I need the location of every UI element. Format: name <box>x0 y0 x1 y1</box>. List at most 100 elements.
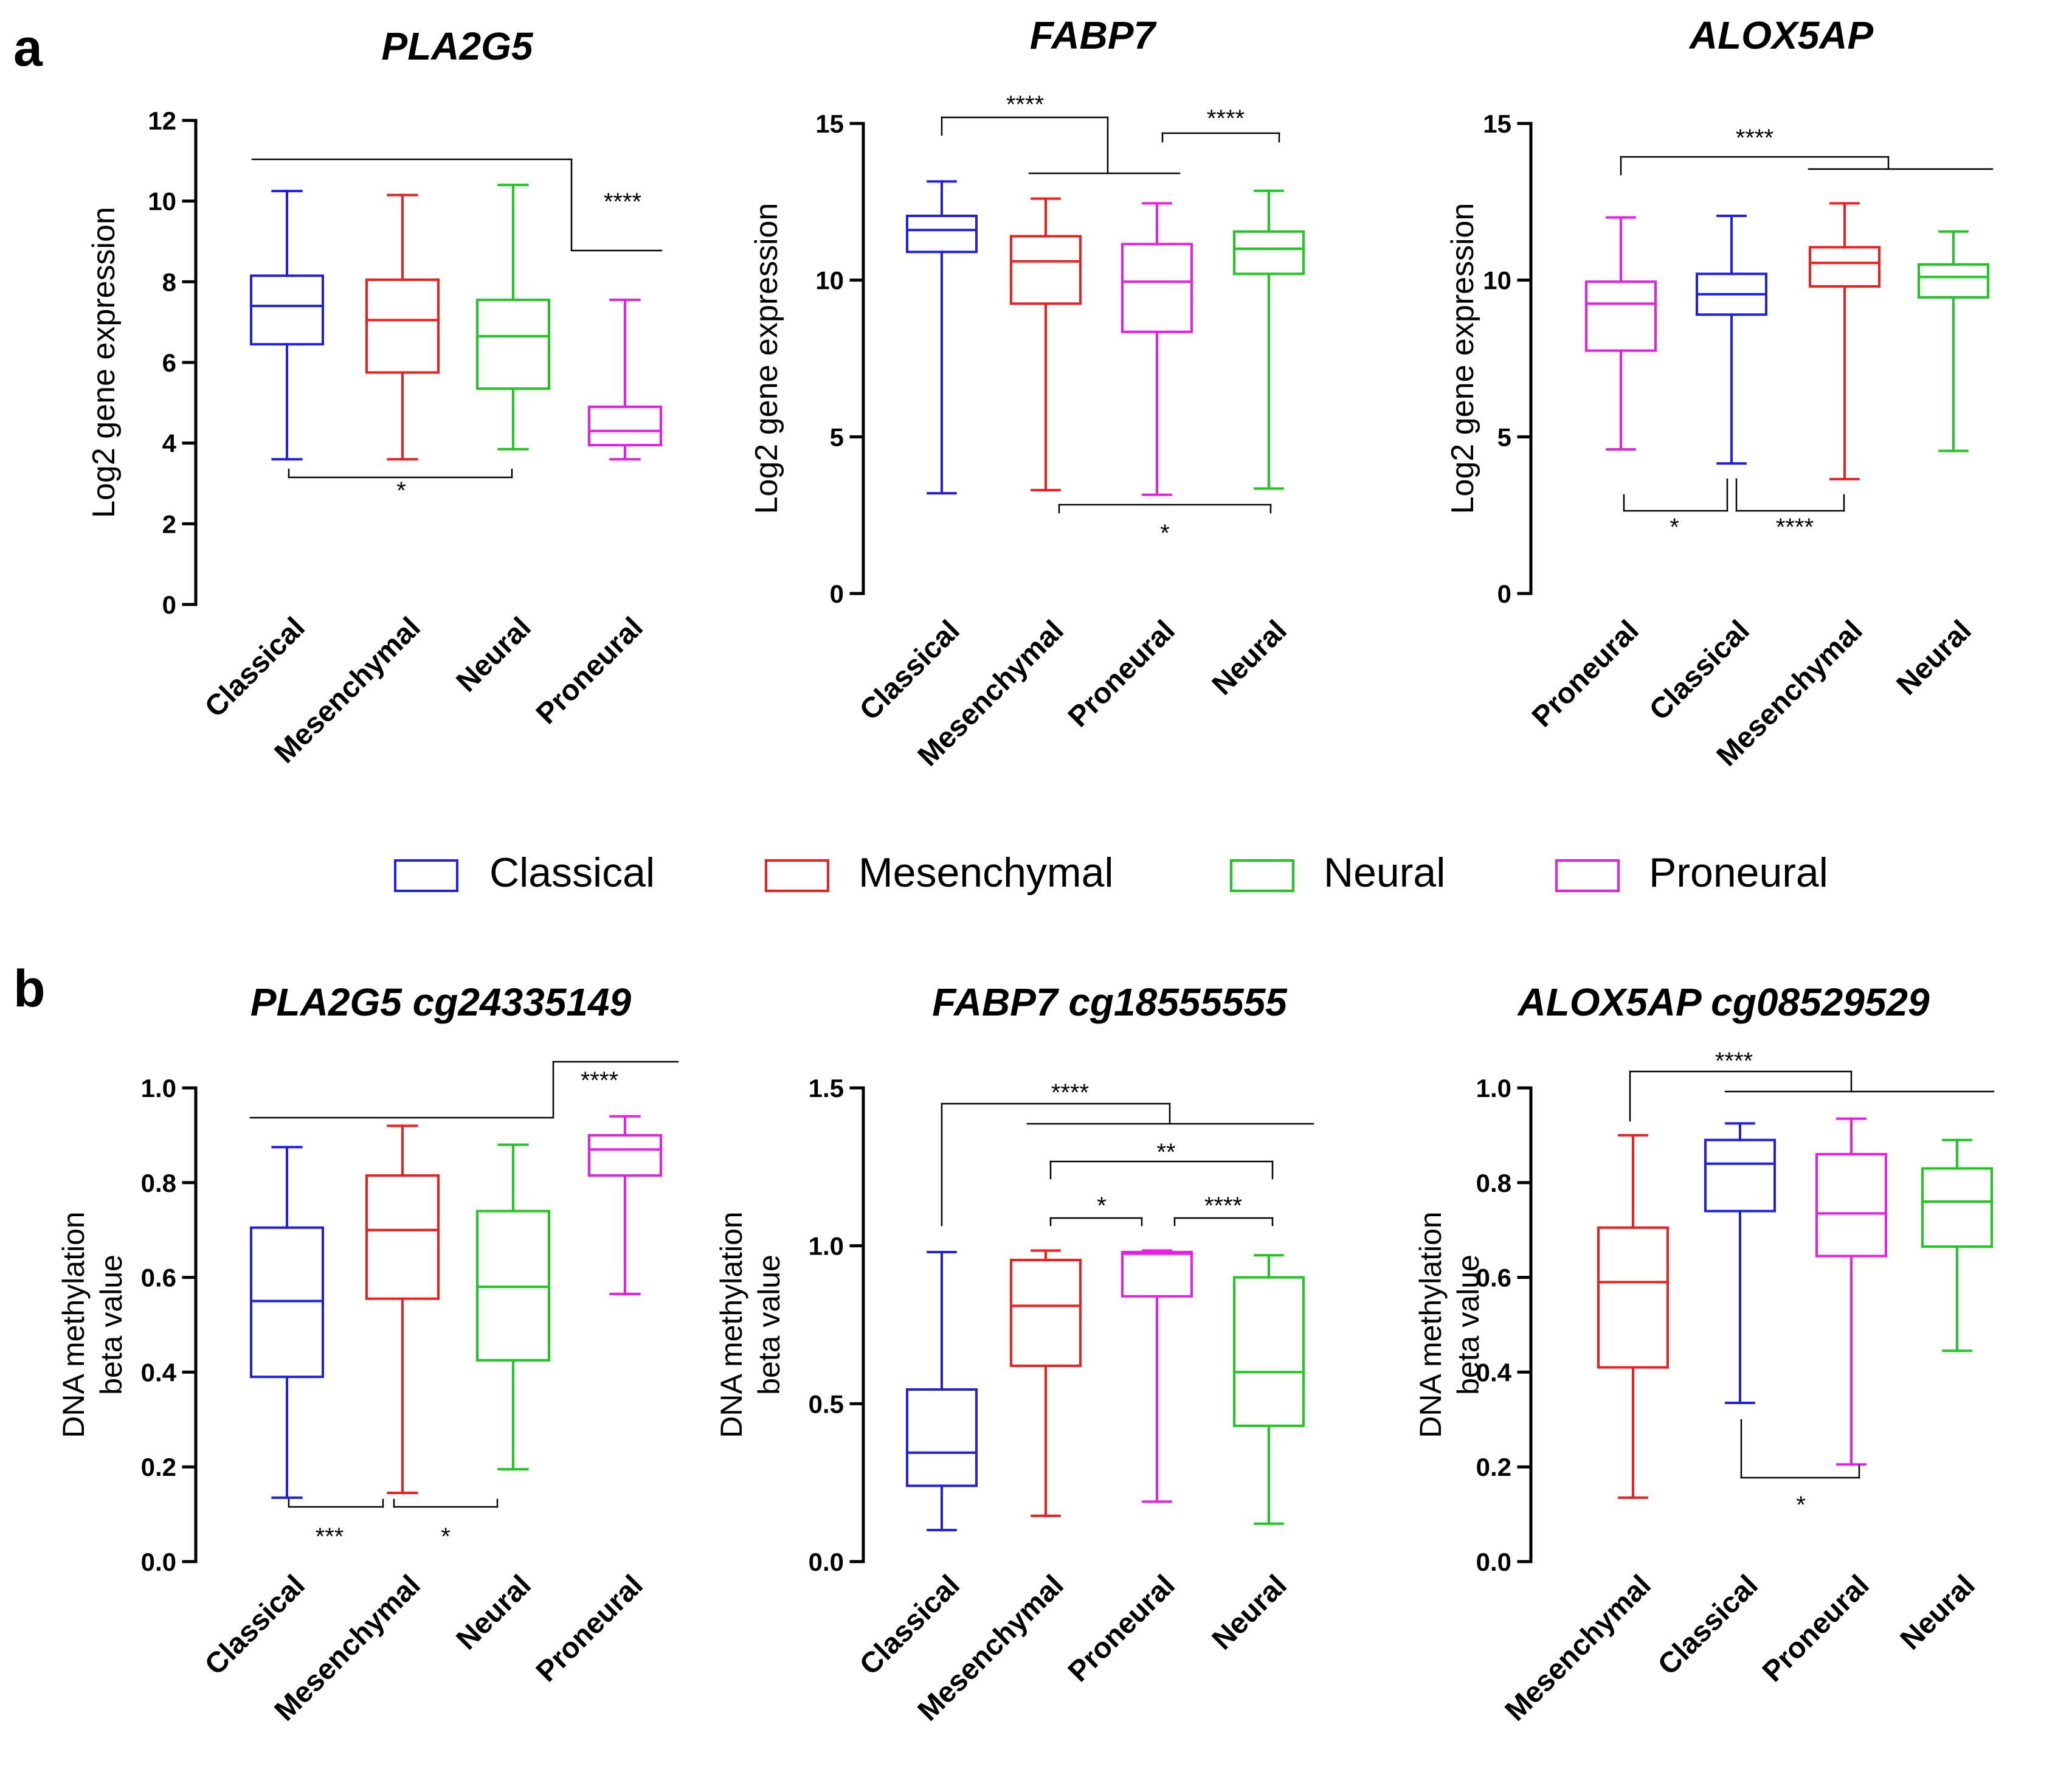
y-tick-label: 12 <box>148 106 176 135</box>
y-tick-label: 15 <box>815 109 844 138</box>
x-tick-label: Neural <box>1894 1569 1981 1656</box>
x-tick-label: Proneural <box>1756 1569 1876 1688</box>
legend-swatch <box>1555 859 1620 892</box>
box-classical <box>1704 1122 1776 1405</box>
legend-swatch <box>1230 859 1294 892</box>
box-classical <box>250 1146 324 1499</box>
box-iqr <box>1010 235 1082 305</box>
box-proneural <box>588 1115 662 1295</box>
x-tick-label: Classical <box>1652 1569 1764 1681</box>
legend-swatch <box>394 859 458 892</box>
chart-b3: ALOX5AP cg08529529 DNA methylation beta va… <box>1414 980 1995 1727</box>
legend-item-mesenchymal: Mesenchymal <box>765 850 1114 896</box>
y-axis-label: DNA methylation <box>1414 1211 1448 1438</box>
x-tick-label: Classical <box>1643 614 1756 727</box>
x-tick-label: Neural <box>451 611 537 698</box>
box-iqr <box>1597 1226 1669 1369</box>
x-tick-label: Proneural <box>1062 1569 1181 1688</box>
y-axis-label: DNA methylation <box>714 1211 748 1438</box>
y-tick-label: 2 <box>162 510 176 538</box>
chart-title: ALOX5AP <box>1688 13 1874 57</box>
box-iqr <box>1233 230 1305 275</box>
x-tick-label: Neural <box>1206 1569 1293 1656</box>
y-tick-label: 10 <box>815 266 844 295</box>
significance-bracket: **** <box>251 158 663 252</box>
significance-bracket: **** <box>1735 478 1845 541</box>
significance-label: * <box>1670 514 1679 541</box>
significance-bracket: * <box>288 468 513 504</box>
box-neural <box>1233 1254 1305 1525</box>
significance-bracket: **** <box>1173 1192 1274 1227</box>
y-tick-label: 0.4 <box>141 1358 177 1386</box>
significance-bracket: ** <box>1049 1139 1274 1180</box>
box-iqr <box>906 215 978 254</box>
y-axis-label: beta value <box>752 1255 786 1395</box>
y-tick-label: 8 <box>162 268 176 296</box>
box-iqr <box>1010 1259 1082 1368</box>
significance-bracket: **** <box>941 91 1181 175</box>
box-mesenchymal <box>1010 197 1082 491</box>
charts-layer: PLA2G5 Log2 gene expression 0 2 4 6 8 10 12 Class… <box>57 13 1995 1727</box>
significance-label: **** <box>1776 514 1814 541</box>
legend-item-proneural: Proneural <box>1555 850 1828 896</box>
box-mesenchymal <box>1809 202 1880 480</box>
box-iqr <box>476 299 550 390</box>
y-tick-label: 10 <box>148 187 176 216</box>
significance-bracket: **** <box>1629 1048 1995 1122</box>
significance-label: **** <box>1006 91 1044 118</box>
y-tick-label: 1.5 <box>809 1074 844 1102</box>
box-iqr <box>588 1134 662 1177</box>
box-iqr <box>588 405 662 446</box>
x-tick-label: Proneural <box>1526 614 1645 733</box>
x-tick-label: Neural <box>451 1569 537 1656</box>
legend-label: Mesenchymal <box>858 850 1114 896</box>
significance-label: *** <box>316 1523 344 1550</box>
significance-bracket: * <box>1049 1192 1143 1227</box>
significance-label: * <box>1160 520 1170 547</box>
legend-label: Neural <box>1324 850 1445 896</box>
y-tick-label: 0.6 <box>141 1264 176 1292</box>
y-tick-label: 1.0 <box>809 1232 844 1261</box>
chart-a1: PLA2G5 Log2 gene expression 0 2 4 6 8 10 12 Class… <box>86 24 663 769</box>
y-tick-label: 0.4 <box>1476 1358 1512 1386</box>
y-tick-label: 0.2 <box>141 1453 176 1481</box>
box-proneural <box>1815 1117 1887 1466</box>
box-neural <box>1921 1138 1993 1352</box>
y-tick-label: 0.2 <box>1476 1453 1511 1481</box>
legend-item-classical: Classical <box>394 850 655 896</box>
significance-label: * <box>441 1523 451 1550</box>
x-tick-label: Classical <box>854 614 966 727</box>
y-axis-label: beta value <box>94 1255 128 1395</box>
y-axis-label: Log2 gene expression <box>749 203 784 514</box>
chart-title: FABP7 cg18555555 <box>932 980 1288 1024</box>
significance-label: **** <box>1715 1048 1753 1075</box>
box-iqr <box>250 274 324 346</box>
x-tick-label: Mesenchymal <box>1499 1569 1657 1727</box>
box-neural <box>476 1143 550 1471</box>
box-mesenchymal <box>1597 1134 1669 1499</box>
box-mesenchymal <box>365 1124 440 1495</box>
x-tick-label: Neural <box>1891 614 1978 701</box>
y-tick-label: 0.5 <box>809 1390 844 1418</box>
chart-b1: PLA2G5 cg24335149 DNA methylation beta val… <box>57 980 679 1727</box>
significance-label: **** <box>581 1067 618 1094</box>
significance-bracket: **** <box>249 1061 679 1119</box>
y-tick-label: 4 <box>162 429 177 458</box>
y-tick-label: 0 <box>162 590 176 619</box>
chart-a2: FABP7 Log2 gene expression 0 5 10 15 Classical… <box>749 13 1305 772</box>
y-tick-label: 0.8 <box>1476 1169 1511 1197</box>
box-iqr <box>1233 1276 1305 1427</box>
significance-bracket: * <box>1740 1419 1860 1518</box>
chart-b2: FABP7 cg18555555 DNA methylation beta valu… <box>714 980 1314 1727</box>
y-tick-label: 5 <box>1497 423 1511 451</box>
box-mesenchymal <box>1010 1249 1082 1517</box>
box-neural <box>1918 230 1989 452</box>
chart-title: PLA2G5 <box>382 24 534 68</box>
significance-bracket: * <box>1623 478 1728 541</box>
legend: Classical Mesenchymal Neural Proneural <box>394 850 1828 896</box>
legend-item-neural: Neural <box>1230 850 1445 896</box>
y-tick-label: 0.0 <box>809 1548 844 1576</box>
y-tick-label: 10 <box>1483 266 1511 295</box>
significance-bracket: *** <box>288 1498 384 1550</box>
